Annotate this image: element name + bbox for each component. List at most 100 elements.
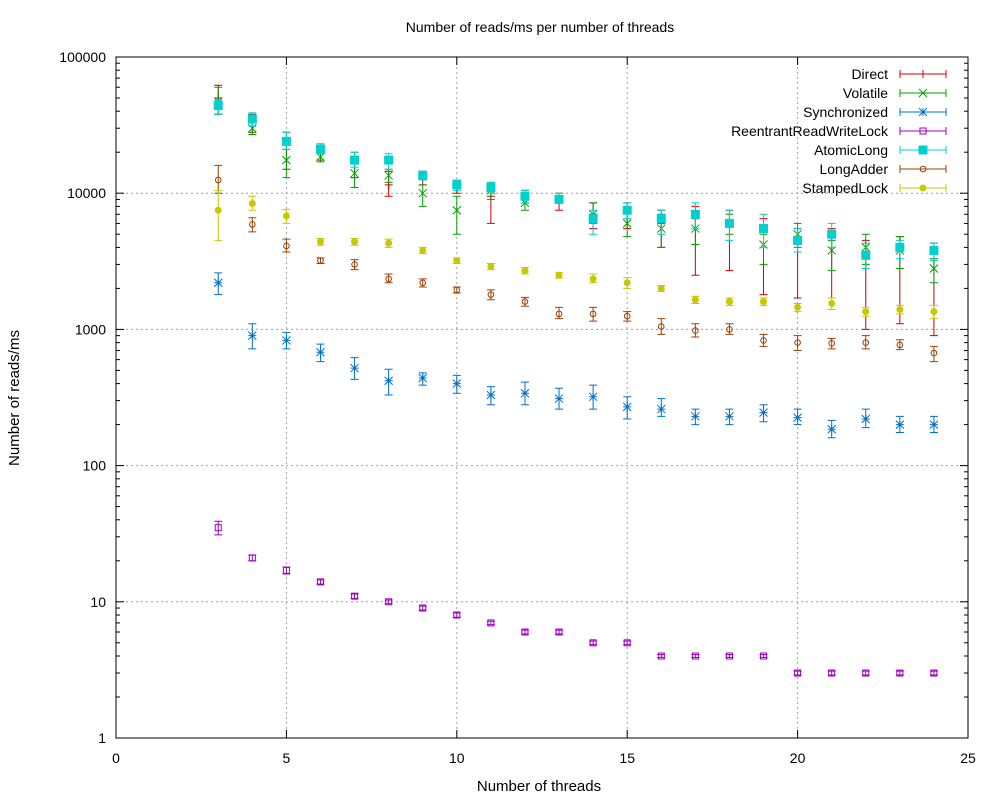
data-point bbox=[929, 420, 939, 429]
data-point bbox=[589, 310, 597, 318]
series-reentrantreadwritelock bbox=[214, 520, 938, 677]
data-point bbox=[690, 209, 700, 219]
data-point bbox=[213, 278, 223, 288]
legend-item-stampedlock: StampedLock bbox=[802, 180, 947, 196]
data-point bbox=[350, 168, 359, 178]
data-point bbox=[589, 275, 597, 283]
data-point bbox=[692, 327, 699, 334]
plot-frame bbox=[115, 56, 969, 739]
legend-marker bbox=[919, 184, 927, 192]
data-point bbox=[725, 298, 733, 306]
data-point bbox=[247, 114, 257, 124]
series-stampedlock bbox=[214, 189, 938, 320]
data-point bbox=[282, 155, 291, 165]
data-point bbox=[213, 101, 223, 111]
data-point bbox=[315, 144, 325, 154]
data-point bbox=[554, 394, 564, 404]
data-point bbox=[760, 298, 768, 306]
data-point bbox=[281, 136, 291, 146]
data-point bbox=[282, 566, 290, 574]
data-point bbox=[623, 312, 631, 320]
series-longadder bbox=[214, 164, 938, 363]
data-point bbox=[691, 296, 699, 304]
y-tick-label: 100 bbox=[83, 458, 107, 474]
data-point bbox=[384, 155, 394, 165]
data-point bbox=[384, 376, 393, 386]
data-point bbox=[487, 619, 495, 627]
y-tick-label: 10000 bbox=[67, 185, 106, 201]
data-point bbox=[249, 221, 256, 228]
data-point bbox=[657, 323, 665, 330]
x-axis-title: Number of threads bbox=[477, 778, 601, 795]
data-point bbox=[828, 299, 836, 307]
data-point bbox=[622, 205, 632, 215]
data-point bbox=[554, 194, 564, 204]
data-point bbox=[283, 242, 290, 250]
data-point bbox=[827, 424, 837, 434]
error-bar bbox=[282, 238, 291, 253]
legend-item-longadder: LongAdder bbox=[819, 161, 947, 177]
data-point bbox=[248, 200, 256, 208]
data-point bbox=[828, 340, 835, 347]
data-point bbox=[622, 402, 632, 412]
data-point bbox=[385, 239, 393, 247]
error-bar bbox=[452, 195, 461, 235]
data-point bbox=[453, 611, 461, 619]
data-point bbox=[214, 206, 222, 214]
legend-label: Synchronized bbox=[803, 104, 888, 120]
data-point bbox=[247, 331, 257, 340]
legend-item-synchronized: Synchronized bbox=[803, 104, 947, 120]
data-point bbox=[623, 279, 631, 287]
data-point bbox=[759, 408, 768, 417]
data-point bbox=[691, 652, 699, 660]
legend-marker bbox=[919, 165, 927, 173]
data-point bbox=[794, 339, 801, 346]
data-point bbox=[486, 390, 496, 400]
data-point bbox=[351, 261, 358, 268]
data-point bbox=[486, 183, 496, 193]
data-point bbox=[929, 245, 939, 255]
legend: Direct Volatile Synchronized ReentrantReadW… bbox=[731, 66, 947, 196]
x-tick-label: 0 bbox=[112, 750, 120, 766]
series-atomiclong bbox=[213, 99, 939, 269]
error-bar bbox=[418, 184, 427, 207]
data-point bbox=[691, 411, 700, 421]
data-point bbox=[555, 628, 563, 636]
legend-marker bbox=[919, 127, 927, 135]
x-tick-label: 25 bbox=[960, 750, 976, 766]
data-point bbox=[419, 246, 427, 254]
legend-marker bbox=[918, 107, 928, 117]
y-axis-title: Number of reads/ms bbox=[6, 330, 23, 466]
data-point bbox=[418, 373, 428, 383]
data-point bbox=[214, 176, 222, 184]
data-point bbox=[351, 592, 359, 600]
data-point bbox=[316, 578, 324, 586]
data-point bbox=[248, 554, 256, 562]
data-point bbox=[453, 257, 461, 265]
error-bar bbox=[759, 333, 768, 347]
error-bar bbox=[248, 217, 257, 233]
data-point bbox=[351, 238, 359, 246]
error-bar bbox=[214, 520, 223, 536]
legend-swatch bbox=[899, 127, 947, 135]
error-bar bbox=[589, 306, 598, 322]
data-point bbox=[656, 404, 666, 414]
error-bar bbox=[929, 345, 938, 363]
chart-title: Number of reads/ms per number of threads bbox=[406, 19, 674, 35]
data-point bbox=[929, 264, 939, 273]
legend-swatch bbox=[899, 165, 947, 173]
data-point bbox=[861, 250, 871, 260]
y-tick-label: 1 bbox=[98, 730, 106, 746]
data-point bbox=[588, 392, 598, 402]
data-point bbox=[317, 257, 324, 264]
data-point bbox=[895, 420, 905, 429]
data-point bbox=[726, 326, 733, 333]
data-point bbox=[724, 218, 734, 228]
series-synchronized bbox=[213, 272, 939, 439]
error-bar bbox=[691, 323, 700, 338]
y-tick-label: 1000 bbox=[75, 321, 106, 337]
data-point bbox=[214, 524, 222, 532]
data-point bbox=[930, 349, 938, 357]
data-point bbox=[316, 238, 324, 246]
data-point bbox=[794, 669, 802, 677]
